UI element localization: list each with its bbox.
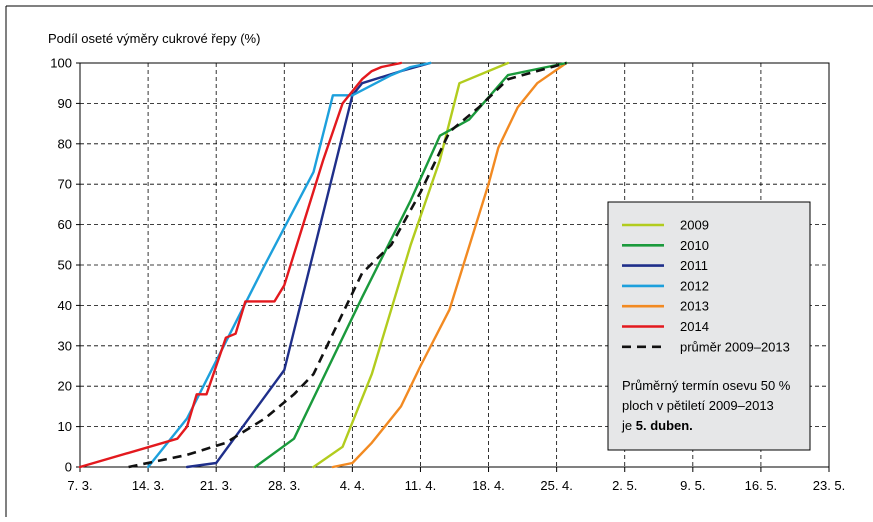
y-tick-label: 40 — [58, 298, 72, 313]
x-tick-label: 23. 5. — [813, 478, 846, 493]
x-tick-label: 7. 3. — [67, 478, 92, 493]
y-tick-label: 20 — [58, 379, 72, 394]
series-line-5 — [78, 61, 403, 469]
series-line-4 — [331, 61, 568, 469]
x-tick-label: 9. 5. — [680, 478, 705, 493]
y-tick-label: 0 — [65, 460, 72, 475]
series-line-6 — [128, 61, 567, 469]
y-tick-label: 100 — [50, 56, 72, 71]
series-line-0 — [312, 61, 510, 469]
legend-items: 2009 2010 2011 2012 2013 2014 průměr 2009–2013 — [622, 218, 790, 354]
x-tick-label: 21. 3. — [200, 478, 233, 493]
plot-area-border — [79, 62, 830, 468]
y-tick-label: 60 — [58, 217, 72, 232]
legend-label-2: 2011 — [680, 258, 708, 273]
y-axis-label: Podíl oseté výměry cukrové řepy (%) — [48, 31, 260, 46]
annotation-line-1: Průměrný termín osevu 50 % — [622, 378, 791, 393]
y-tick-label: 10 — [58, 419, 72, 434]
y-tick-label: 70 — [58, 177, 72, 192]
legend-label-6: průměr 2009–2013 — [680, 339, 790, 354]
x-tick-label: 11. 4. — [405, 478, 437, 493]
x-tick-label: 25. 4. — [540, 478, 573, 493]
y-tick-label: 30 — [58, 338, 72, 353]
series-layer — [78, 61, 568, 469]
series-line-1 — [253, 61, 568, 469]
axes: 0 10 20 30 40 50 60 70 80 90 100 7. 3. 14. 3. 21. 3. 2… — [50, 56, 845, 494]
annotation-line-2: ploch v pětiletí 2009–2013 — [622, 398, 774, 413]
y-tick-label: 50 — [58, 258, 72, 273]
legend-label-1: 2010 — [680, 238, 709, 253]
legend-label-0: 2009 — [680, 218, 709, 233]
annotation-line-3-prefix: je — [621, 418, 636, 433]
x-tick-label: 14. 3. — [132, 478, 165, 493]
y-tick-label: 90 — [58, 96, 72, 111]
legend-label-4: 2013 — [680, 299, 709, 314]
x-tick-label: 28. 3. — [268, 478, 301, 493]
y-tick-label: 80 — [58, 136, 72, 151]
x-tick-label: 18. 4. — [472, 478, 505, 493]
annotation-line-3: je 5. duben. — [621, 418, 693, 433]
x-tick-label: 2. 5. — [612, 478, 637, 493]
x-tick-label: 4. 4. — [340, 478, 365, 493]
legend: 2009 2010 2011 2012 2013 2014 průměr 2009–2013… — [607, 201, 811, 451]
legend-label-5: 2014 — [680, 319, 709, 334]
legend-label-3: 2012 — [680, 278, 709, 293]
annotation-line-3-date: 5. duben. — [636, 418, 693, 433]
x-tick-label: 16. 5. — [745, 478, 778, 493]
series-line-3 — [146, 61, 432, 469]
